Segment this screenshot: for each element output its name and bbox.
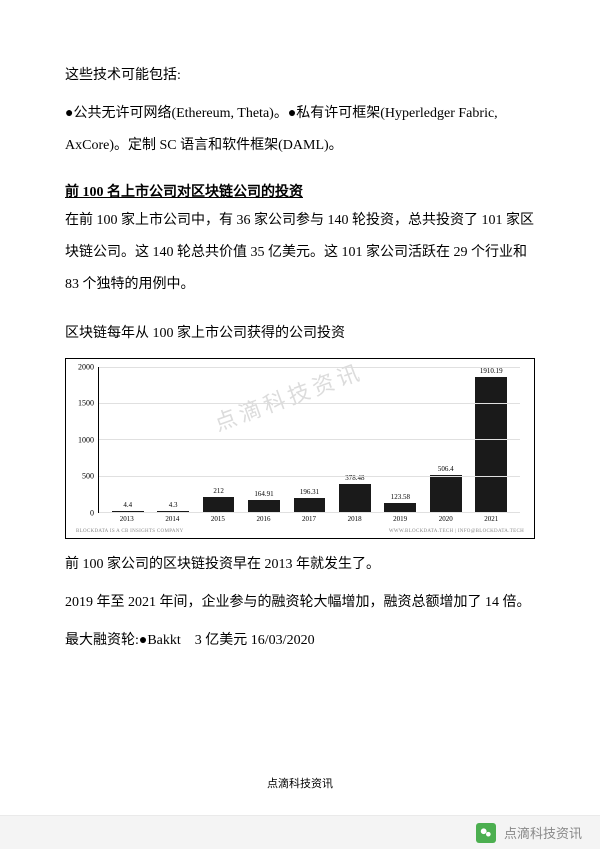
bar-value-label: 164.91 bbox=[254, 490, 273, 498]
wechat-source-bar: 点滴科技资讯 bbox=[0, 815, 600, 849]
after-chart-1: 前 100 家公司的区块链投资早在 2013 年就发生了。 bbox=[65, 549, 535, 581]
section-body: 在前 100 家上市公司中，有 36 家公司参与 140 轮投资，总共投资了 1… bbox=[65, 205, 535, 302]
y-tick-label: 0 bbox=[90, 508, 94, 517]
x-tick-label: 2014 bbox=[150, 513, 196, 527]
bar bbox=[339, 484, 371, 511]
y-tick-label: 1000 bbox=[78, 435, 94, 444]
plot-area: 4.44.3212164.91196.31378.48123.58506.419… bbox=[98, 367, 520, 513]
bar-value-label: 212 bbox=[213, 487, 224, 495]
x-tick-label: 2017 bbox=[286, 513, 332, 527]
gridline bbox=[99, 367, 520, 368]
bar-value-label: 4.4 bbox=[123, 501, 132, 509]
gridline bbox=[99, 403, 520, 404]
bar-chart: 0500100015002000 4.44.3212164.91196.3137… bbox=[65, 358, 535, 539]
y-tick-label: 500 bbox=[82, 472, 94, 481]
bar-value-label: 506.4 bbox=[438, 465, 454, 473]
section-title: 前 100 名上市公司对区块链公司的投资 bbox=[65, 181, 535, 201]
x-tick-label: 2021 bbox=[469, 513, 515, 527]
y-tick-label: 1500 bbox=[78, 399, 94, 408]
gridline bbox=[99, 439, 520, 440]
x-tick-label: 2020 bbox=[423, 513, 469, 527]
bar bbox=[475, 377, 507, 512]
bar-value-label: 1910.19 bbox=[480, 367, 503, 375]
document-page: 这些技术可能包括: ●公共无许可网络(Ethereum, Theta)。●私有许… bbox=[0, 0, 600, 703]
y-axis-labels: 0500100015002000 bbox=[74, 367, 96, 513]
x-tick-label: 2018 bbox=[332, 513, 378, 527]
x-axis-labels: 201320142015201620172018201920202021 bbox=[98, 513, 520, 527]
bar-value-label: 123.58 bbox=[391, 493, 410, 501]
bar bbox=[294, 498, 326, 512]
after-chart-3: 最大融资轮:●Bakkt 3 亿美元 16/03/2020 bbox=[65, 625, 535, 657]
page-footer: 点滴科技资讯 bbox=[0, 775, 600, 791]
chart-footer-right: WWW.BLOCKDATA.TECH | INFO@BLOCKDATA.TECH bbox=[389, 529, 524, 534]
after-chart-2: 2019 年至 2021 年间，企业参与的融资轮大幅增加，融资总额增加了 14 … bbox=[65, 587, 535, 619]
chart-caption: 区块链每年从 100 家上市公司获得的公司投资 bbox=[65, 319, 535, 350]
bar-value-label: 4.3 bbox=[169, 501, 178, 509]
intro-line-2: ●公共无许可网络(Ethereum, Theta)。●私有许可框架(Hyperl… bbox=[65, 98, 535, 162]
bar bbox=[248, 500, 280, 512]
chart-footer: BLOCKDATA IS A CB INSIGHTS COMPANY WWW.B… bbox=[76, 529, 524, 534]
chart-area: 0500100015002000 4.44.3212164.91196.3137… bbox=[98, 367, 520, 527]
gridline bbox=[99, 476, 520, 477]
intro-line-1: 这些技术可能包括: bbox=[65, 60, 535, 92]
x-tick-label: 2016 bbox=[241, 513, 287, 527]
bar-value-label: 196.31 bbox=[300, 488, 319, 496]
wechat-icon bbox=[476, 823, 496, 843]
y-tick-label: 2000 bbox=[78, 362, 94, 371]
x-tick-label: 2013 bbox=[104, 513, 150, 527]
bar bbox=[203, 497, 235, 512]
x-tick-label: 2019 bbox=[377, 513, 423, 527]
x-tick-label: 2015 bbox=[195, 513, 241, 527]
wechat-source-label: 点滴科技资讯 bbox=[504, 823, 582, 842]
bar bbox=[384, 503, 416, 512]
bar bbox=[430, 475, 462, 512]
chart-footer-left: BLOCKDATA IS A CB INSIGHTS COMPANY bbox=[76, 529, 184, 534]
